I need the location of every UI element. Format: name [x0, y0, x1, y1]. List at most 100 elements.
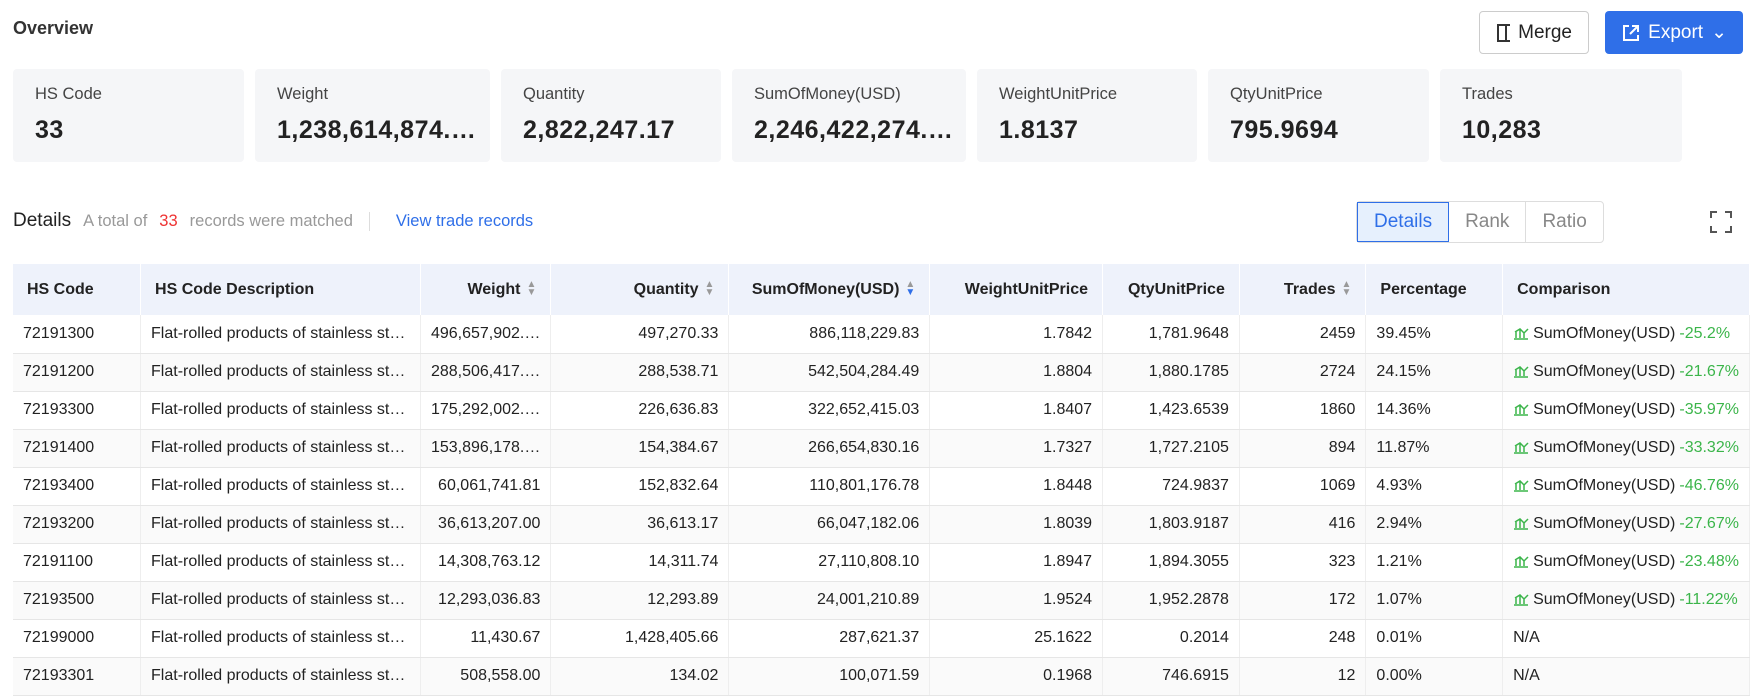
comparison-label: SumOfMoney(USD)	[1533, 401, 1676, 418]
table-cell: Flat-rolled products of stainless st…	[140, 315, 421, 354]
table-cell: SumOfMoney(USD) -23.48%	[1502, 543, 1750, 582]
table-cell: 110,801,176.78	[728, 467, 931, 506]
column-header[interactable]: SumOfMoney(USD) ▲ ▼	[728, 264, 931, 315]
table-cell: 1.7842	[929, 315, 1104, 354]
comparison-label: SumOfMoney(USD)	[1533, 439, 1676, 456]
table-cell: 1,781.9648	[1102, 315, 1240, 354]
comparison-change: -23.48%	[1679, 553, 1739, 570]
export-button[interactable]: Export ⌄	[1605, 11, 1743, 54]
table-cell: SumOfMoney(USD) -35.97%	[1502, 391, 1750, 430]
column-title: WeightUnitPrice	[964, 280, 1089, 298]
comparison-label: SumOfMoney(USD)	[1533, 515, 1676, 532]
data-table: HS Code HS Code Description Weight ▲ ▼ Quanti…	[13, 264, 1750, 696]
comparison-change: -46.76%	[1679, 477, 1739, 494]
table-row: 72191400 Flat-rolled products of stainles…	[13, 429, 1750, 468]
details-tab[interactable]: Details	[1357, 202, 1450, 242]
table-cell: 508,558.00	[420, 657, 552, 696]
chart-icon	[1514, 556, 1529, 568]
table-cell: 72191400	[13, 429, 142, 468]
table-cell: Flat-rolled products of stainless st…	[140, 391, 421, 430]
comparison-change: -25.2%	[1679, 324, 1731, 342]
table-cell: Flat-rolled products of stainless st…	[140, 505, 421, 544]
table-cell: 2459	[1239, 315, 1367, 354]
table-cell: 72191300	[13, 315, 142, 354]
table-cell: 24,001,210.89	[728, 581, 931, 620]
table-cell: 0.1968	[929, 657, 1104, 696]
stat-value: 33	[35, 116, 64, 144]
table-cell: 1.8947	[929, 543, 1104, 582]
table-cell: SumOfMoney(USD) -46.76%	[1502, 467, 1750, 506]
table-cell: 11,430.67	[420, 619, 552, 658]
table-row: 72193301 Flat-rolled products of stainles…	[13, 657, 1750, 696]
stat-card: HS Code 33	[13, 69, 244, 162]
stat-value: 795.9694	[1230, 116, 1339, 144]
table-cell: N/A	[1502, 657, 1750, 696]
table-cell: 323	[1239, 543, 1367, 582]
column-header[interactable]: Trades ▲ ▼	[1239, 264, 1367, 315]
column-title: Trades	[1283, 280, 1336, 298]
table-cell: 1.8804	[929, 353, 1104, 392]
table-cell: Flat-rolled products of stainless st…	[140, 619, 421, 658]
table-cell: 12,293,036.83	[420, 581, 552, 620]
table-cell: 1,428,405.66	[550, 619, 730, 658]
column-title: Weight	[467, 280, 521, 298]
chart-icon	[1514, 442, 1529, 454]
chart-icon	[1514, 366, 1529, 378]
column-title: Comparison	[1517, 280, 1611, 298]
table-cell: 497,270.33	[550, 315, 730, 354]
stat-label: QtyUnitPrice	[1230, 85, 1323, 103]
table-cell: Flat-rolled products of stainless st…	[140, 657, 421, 696]
table-cell: 72193200	[13, 505, 142, 544]
merge-button[interactable]: Merge	[1479, 11, 1589, 54]
ratio-tab[interactable]: Ratio	[1542, 211, 1587, 232]
table-cell: 11.87%	[1365, 429, 1504, 468]
stats-row: HS Code 33 Weight 1,238,614,874.… Quantity 2,…	[13, 69, 1682, 162]
stat-label: SumOfMoney(USD)	[754, 85, 901, 103]
column-header[interactable]: Quantity ▲ ▼	[550, 264, 730, 315]
table-cell: 24.15%	[1365, 353, 1504, 392]
chart-icon	[1514, 404, 1529, 416]
column-header: WeightUnitPrice	[929, 264, 1104, 315]
table-row: 72193500 Flat-rolled products of stainles…	[13, 581, 1750, 620]
stat-value: 1.8137	[999, 116, 1079, 144]
stat-card: Quantity 2,822,247.17	[501, 69, 721, 162]
column-header: Percentage	[1365, 264, 1504, 315]
table-cell: 1860	[1239, 391, 1367, 430]
view-tabs: Details Rank Ratio	[1356, 201, 1604, 243]
table-cell: 1.07%	[1365, 581, 1504, 620]
table-cell: 288,506,417.…	[420, 353, 552, 392]
sort-icon: ▲ ▼	[526, 279, 537, 299]
table-cell: 1.8039	[929, 505, 1104, 544]
table-cell: 134.02	[550, 657, 730, 696]
table-cell: 27,110,808.10	[728, 543, 931, 582]
table-cell: 266,654,830.16	[728, 429, 931, 468]
column-header[interactable]: Weight ▲ ▼	[420, 264, 552, 315]
table-cell: 886,118,229.83	[728, 315, 931, 354]
column-header: Comparison	[1502, 264, 1750, 315]
fullscreen-icon[interactable]	[1710, 211, 1732, 233]
dropdown-caret: ⌄	[1711, 22, 1727, 43]
table-cell: 14.36%	[1365, 391, 1504, 430]
table-cell: 72191100	[13, 543, 142, 582]
table-cell: 25.1622	[929, 619, 1104, 658]
comparison-label: SumOfMoney(USD)	[1533, 477, 1676, 494]
column-title: Percentage	[1380, 280, 1467, 298]
table-cell: 1,880.1785	[1102, 353, 1240, 392]
summary-suffix: records were matched	[189, 211, 353, 230]
table-row: 72191100 Flat-rolled products of stainles…	[13, 543, 1750, 582]
view-trade-records[interactable]: View trade records	[368, 211, 533, 231]
stat-label: Trades	[1462, 85, 1513, 103]
table-cell: 1.21%	[1365, 543, 1504, 582]
table-cell: 66,047,182.06	[728, 505, 931, 544]
table-cell: 2724	[1239, 353, 1367, 392]
column-title: Quantity	[633, 280, 699, 298]
table-cell: 1.8448	[929, 467, 1104, 506]
table-cell: 894	[1239, 429, 1367, 468]
table-row: 72193200 Flat-rolled products of stainles…	[13, 505, 1750, 544]
rank-tab[interactable]: Rank	[1449, 202, 1527, 242]
summary-prefix: A total of	[83, 211, 148, 230]
comparison-change: -21.67%	[1679, 363, 1739, 380]
overview-title: Overview	[13, 18, 94, 38]
table-cell: SumOfMoney(USD) -21.67%	[1502, 353, 1750, 392]
